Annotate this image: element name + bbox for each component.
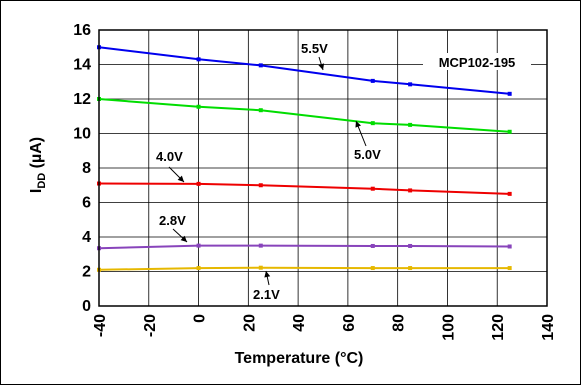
data-point xyxy=(370,266,375,271)
arrow-head xyxy=(177,175,184,182)
y-tick-label: 14 xyxy=(73,57,91,74)
data-point xyxy=(507,129,512,134)
data-point xyxy=(258,243,263,248)
data-point xyxy=(507,91,512,96)
data-point xyxy=(408,122,413,127)
data-point xyxy=(258,183,263,188)
data-point xyxy=(370,243,375,248)
data-point xyxy=(408,266,413,271)
data-point xyxy=(258,63,263,68)
y-tick-label: 8 xyxy=(82,160,91,177)
y-axis-label: IDD (µA) xyxy=(28,137,48,193)
grid xyxy=(98,29,548,307)
data-point xyxy=(507,244,512,249)
y-tick-label: 16 xyxy=(73,22,91,39)
chart-annotation: MCP102-195 xyxy=(439,55,516,70)
arrow-head xyxy=(180,235,187,242)
y-tick-label: 2 xyxy=(82,264,91,281)
arrow-head xyxy=(264,271,271,278)
x-tick-label: -40 xyxy=(92,314,109,337)
x-tick-label: 40 xyxy=(291,314,308,332)
annotation-box xyxy=(423,53,531,70)
data-point xyxy=(408,243,413,248)
plot-border xyxy=(98,29,548,307)
series-line-3 xyxy=(98,244,510,250)
tick-labels: 0 2 4 6 8 10 12 14 16 -40 -20 0 20 40 60 80 100 120 140 xyxy=(73,22,557,341)
series-line-4 xyxy=(98,266,510,271)
axes xyxy=(98,29,548,307)
series-line-1 xyxy=(98,98,510,133)
data-point xyxy=(196,243,201,248)
series-line-2 xyxy=(98,182,510,195)
y-tick-label: 4 xyxy=(82,229,91,246)
data-point xyxy=(408,82,413,87)
data-point xyxy=(196,181,201,186)
y-tick-label: 0 xyxy=(82,298,91,315)
data-point xyxy=(196,104,201,109)
x-tick-label: 80 xyxy=(391,314,408,332)
series-line-0 xyxy=(98,46,510,95)
x-tick-label: 140 xyxy=(540,314,557,341)
series-label: 2.8V xyxy=(159,213,186,228)
series-label: 5.0V xyxy=(354,147,381,162)
x-tick-label: 60 xyxy=(341,314,358,332)
x-tick-label: -20 xyxy=(142,314,159,337)
series-lines xyxy=(97,45,512,272)
y-tick-label: 12 xyxy=(73,91,91,108)
y-tick-label: 6 xyxy=(82,195,91,212)
y-tick-label: 10 xyxy=(73,126,91,143)
series-label: 2.1V xyxy=(253,287,280,302)
data-point xyxy=(370,78,375,83)
x-axis-label: Temperature (°C) xyxy=(235,350,364,367)
series-labels: 5.5V 5.0V 4.0V 2.8V 2.1V MCP102-195 xyxy=(156,41,531,302)
data-point xyxy=(370,121,375,126)
data-point xyxy=(408,188,413,193)
data-point xyxy=(507,266,512,271)
data-point xyxy=(258,108,263,113)
data-point xyxy=(196,266,201,271)
arrow-head xyxy=(355,121,362,128)
data-point xyxy=(370,186,375,191)
data-point xyxy=(258,265,263,270)
arrow-head xyxy=(318,63,325,70)
x-tick-label: 20 xyxy=(241,314,258,332)
x-tick-label: 120 xyxy=(490,314,507,341)
data-point xyxy=(507,191,512,196)
x-tick-label: 0 xyxy=(192,314,209,323)
series-label: 4.0V xyxy=(156,149,183,164)
data-point xyxy=(196,57,201,62)
series-label: 5.5V xyxy=(301,41,328,56)
x-tick-label: 100 xyxy=(440,314,457,341)
